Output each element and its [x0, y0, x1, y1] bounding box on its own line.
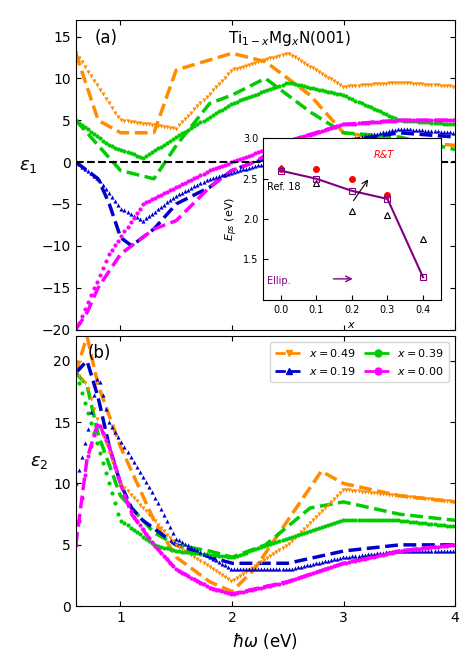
Text: Ref. 18: Ref. 18 [267, 182, 300, 192]
Legend: $x = 0.49$, $x = 0.19$, $x = 0.39$, $x = 0.00$: $x = 0.49$, $x = 0.19$, $x = 0.39$, $x =… [270, 341, 449, 382]
Y-axis label: $\varepsilon_2$: $\varepsilon_2$ [30, 453, 49, 471]
Text: Ti$_{1-x}$Mg$_x$N(001): Ti$_{1-x}$Mg$_x$N(001) [228, 29, 351, 48]
Text: (b): (b) [87, 344, 110, 362]
Text: Ellip.: Ellip. [267, 275, 290, 286]
Text: (a): (a) [95, 29, 118, 47]
Y-axis label: $\varepsilon_1$: $\varepsilon_1$ [18, 157, 37, 175]
Text: R&T: R&T [374, 150, 393, 159]
X-axis label: $x$: $x$ [347, 320, 356, 330]
Y-axis label: $E_{ps}$ (eV): $E_{ps}$ (eV) [224, 197, 240, 241]
X-axis label: $\hbar\omega$ (eV): $\hbar\omega$ (eV) [232, 631, 299, 650]
